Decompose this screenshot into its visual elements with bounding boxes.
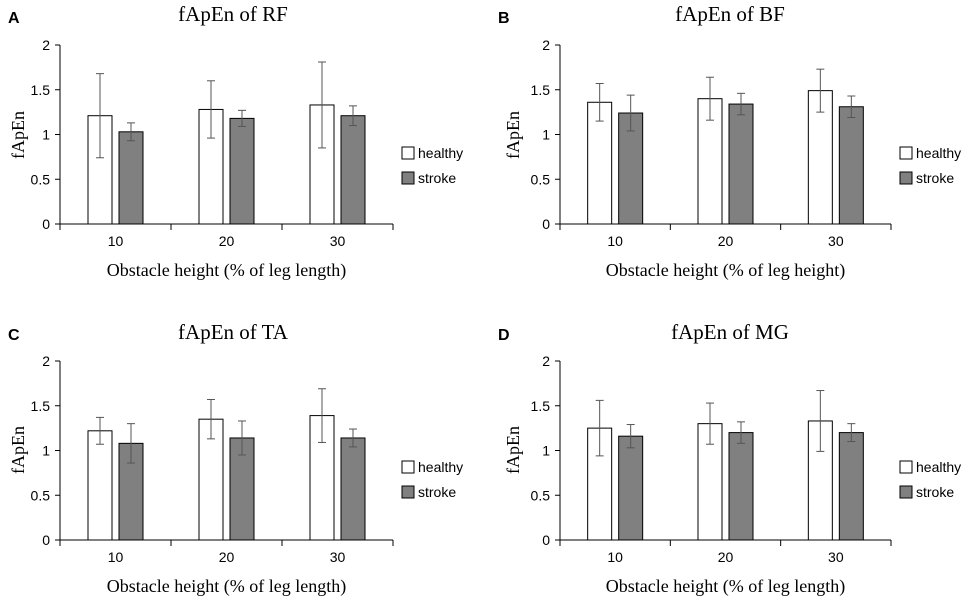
x-axis-label: Obstacle height (% of leg length) xyxy=(606,576,845,597)
legend-label-healthy: healthy xyxy=(916,459,961,475)
legend-swatch-stroke xyxy=(401,171,415,185)
x-tick-label: 10 xyxy=(607,233,623,249)
y-tick-label: 1 xyxy=(542,127,550,143)
bar-healthy xyxy=(807,90,833,225)
y-tick-label: 0.5 xyxy=(31,171,51,187)
legend-swatch-healthy xyxy=(899,146,913,160)
y-tick-label: 0 xyxy=(42,532,50,548)
legend-label-healthy: healthy xyxy=(418,145,463,161)
y-tick-label: 0 xyxy=(542,216,550,232)
x-tick-label: 20 xyxy=(219,233,235,249)
x-tick-label: 20 xyxy=(718,233,734,249)
y-tick-label: 1.5 xyxy=(31,82,51,98)
y-tick-label: 1.5 xyxy=(531,398,551,414)
legend-swatch-healthy xyxy=(899,460,913,474)
x-tick-label: 10 xyxy=(607,549,623,565)
y-tick-label: 0 xyxy=(42,216,50,232)
panel-letter: C xyxy=(8,327,20,344)
y-tick-label: 0.5 xyxy=(531,487,551,503)
bar-stroke xyxy=(618,435,644,541)
bar-stroke xyxy=(728,432,754,541)
x-tick-label: 20 xyxy=(718,549,734,565)
x-tick-label: 30 xyxy=(330,549,346,565)
y-axis-label: fApEn xyxy=(503,426,523,474)
bar-stroke xyxy=(340,115,366,225)
x-axis-label: Obstacle height (% of leg length) xyxy=(107,576,346,597)
bar-healthy xyxy=(198,108,224,225)
y-axis-label: fApEn xyxy=(503,111,523,159)
bar-stroke xyxy=(118,131,144,225)
x-tick-label: 10 xyxy=(108,233,124,249)
legend-label-healthy: healthy xyxy=(418,459,463,475)
legend-label-stroke: stroke xyxy=(916,484,954,500)
y-tick-label: 1.5 xyxy=(531,82,551,98)
legend-swatch-stroke xyxy=(899,485,913,499)
x-tick-label: 30 xyxy=(828,549,844,565)
panel-letter: A xyxy=(8,10,20,27)
x-tick-label: 30 xyxy=(828,233,844,249)
legend-label-stroke: stroke xyxy=(418,484,456,500)
y-tick-label: 2 xyxy=(42,37,50,53)
legend-swatch-healthy xyxy=(401,460,415,474)
bar-healthy xyxy=(587,101,613,225)
y-tick-label: 0.5 xyxy=(531,171,551,187)
bar-stroke xyxy=(728,103,754,225)
x-tick-label: 30 xyxy=(330,233,346,249)
y-axis-label: fApEn xyxy=(8,111,28,159)
bar-stroke xyxy=(229,117,255,225)
y-tick-label: 2 xyxy=(542,37,550,53)
y-tick-label: 0.5 xyxy=(31,487,51,503)
x-tick-label: 20 xyxy=(219,549,235,565)
x-axis-label: Obstacle height (% of leg length) xyxy=(107,260,346,281)
legend-label-healthy: healthy xyxy=(916,145,961,161)
bar-stroke xyxy=(340,437,366,541)
y-tick-label: 1 xyxy=(42,443,50,459)
chart-title: fApEn of TA xyxy=(178,320,289,344)
y-tick-label: 1 xyxy=(542,443,550,459)
chart-title: fApEn of MG xyxy=(671,320,789,344)
chart-title: fApEn of BF xyxy=(675,2,785,26)
legend-swatch-healthy xyxy=(401,146,415,160)
chart-title: fApEn of RF xyxy=(178,2,288,26)
y-tick-label: 1.5 xyxy=(31,398,51,414)
x-tick-label: 10 xyxy=(108,549,124,565)
legend-label-stroke: stroke xyxy=(418,170,456,186)
panel-letter: B xyxy=(498,10,510,27)
y-tick-label: 0 xyxy=(542,532,550,548)
y-tick-label: 1 xyxy=(42,127,50,143)
legend-swatch-stroke xyxy=(401,485,415,499)
y-tick-label: 2 xyxy=(42,353,50,369)
panel-letter: D xyxy=(498,327,510,344)
legend-label-stroke: stroke xyxy=(916,170,954,186)
x-axis-label: Obstacle height (% of leg height) xyxy=(606,260,845,281)
bar-stroke xyxy=(838,106,864,225)
bar-healthy xyxy=(87,430,113,541)
legend-swatch-stroke xyxy=(899,171,913,185)
y-tick-label: 2 xyxy=(542,353,550,369)
y-axis-label: fApEn xyxy=(8,426,28,474)
bar-stroke xyxy=(838,432,864,541)
